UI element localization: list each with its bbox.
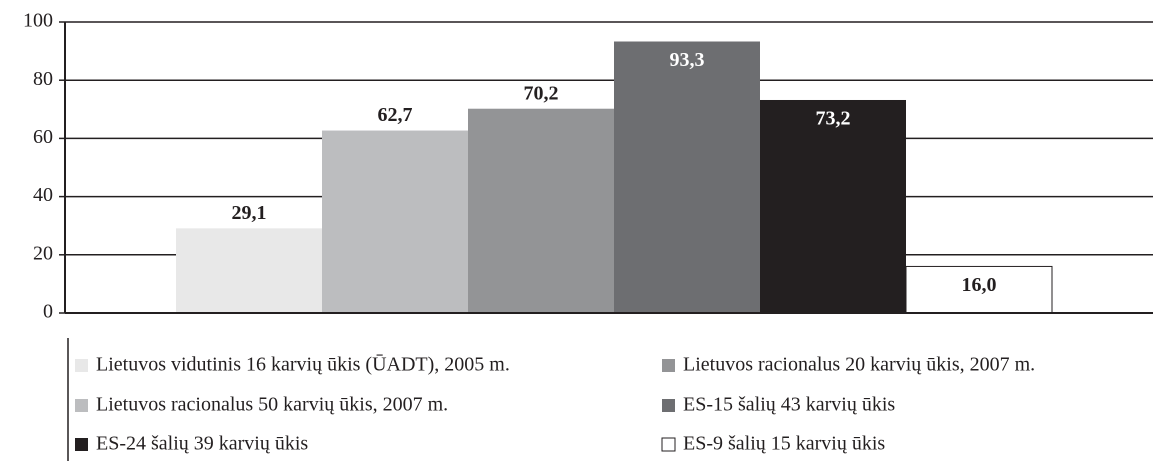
- bar: [176, 228, 322, 313]
- legend-label: Lietuvos racionalus 50 karvių ūkis, 2007…: [96, 394, 448, 416]
- legend-swatch: [75, 438, 88, 451]
- bar: [322, 130, 468, 313]
- legend-swatch: [662, 399, 675, 412]
- y-tick-label: 80: [33, 68, 53, 90]
- bar: [468, 108, 614, 313]
- data-label: 62,7: [378, 104, 413, 126]
- data-label: 73,2: [816, 108, 851, 130]
- legend-swatch: [662, 359, 675, 372]
- legend-label: ES-24 šalių 39 karvių ūkis: [96, 433, 308, 455]
- bar: [760, 99, 906, 313]
- data-label: 93,3: [670, 49, 705, 71]
- legend-label: Lietuvos vidutinis 16 karvių ūkis (ŪADT)…: [96, 354, 510, 376]
- y-tick-label: 60: [33, 126, 53, 148]
- legend-swatch: [75, 399, 88, 412]
- legend-label: ES-9 šalių 15 karvių ūkis: [683, 433, 885, 455]
- data-label: 70,2: [524, 82, 559, 104]
- y-tick-label: 0: [43, 301, 53, 323]
- legend-label: ES-15 šalių 43 karvių ūkis: [683, 394, 895, 416]
- legend-label: Lietuvos racionalus 20 karvių ūkis, 2007…: [683, 354, 1035, 376]
- y-tick-label: 40: [33, 184, 53, 206]
- data-label: 29,1: [232, 202, 267, 224]
- y-tick-label: 20: [33, 242, 53, 264]
- y-tick-label: 100: [23, 10, 53, 32]
- bar: [614, 41, 760, 313]
- bar: [905, 265, 1053, 314]
- legend-swatch: [75, 359, 88, 372]
- data-label: 16,0: [962, 274, 997, 296]
- legend-swatch: [661, 437, 676, 452]
